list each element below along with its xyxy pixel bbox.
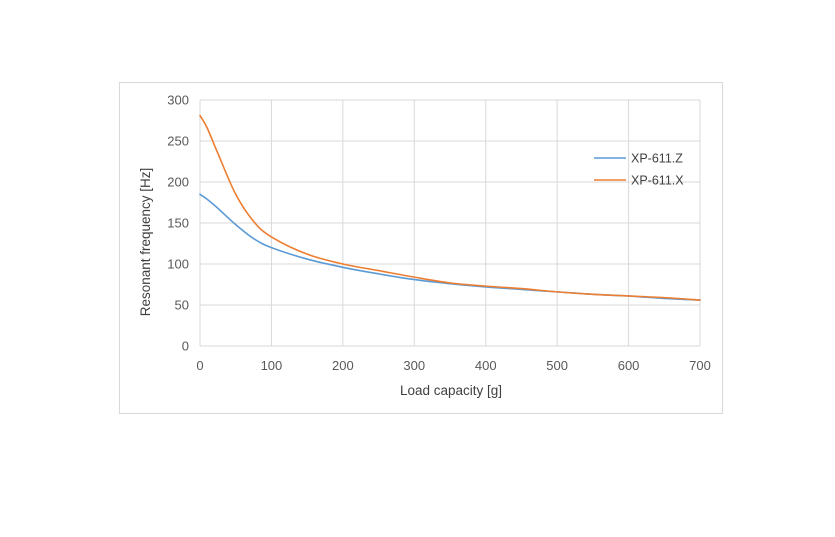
x-axis-title: Load capacity [g] [400,383,502,398]
y-tick-label: 200 [167,175,189,190]
y-tick-label: 300 [167,93,189,108]
y-axis-ticks: 0 50 100 150 200 250 300 [167,93,189,354]
x-tick-label: 500 [546,358,568,373]
x-tick-label: 300 [403,358,425,373]
x-tick-label: 400 [475,358,497,373]
series-lines [199,114,701,301]
x-tick-label: 0 [196,358,203,373]
y-tick-label: 250 [167,134,189,149]
y-tick-label: 0 [182,339,189,354]
series-line-1 [199,114,701,301]
y-axis-title: Resonant frequency [Hz] [138,168,153,317]
x-tick-label: 100 [261,358,283,373]
grid [199,99,701,347]
y-tick-label: 50 [175,298,189,313]
y-tick-label: 100 [167,257,189,272]
legend: XP-611.Z XP-611.X [594,152,684,188]
x-tick-label: 700 [689,358,711,373]
line-chart: 0 50 100 150 200 250 300 0 100 200 300 400 500 600 70… [138,93,711,399]
chart-frame: 0 50 100 150 200 250 300 0 100 200 300 400 500 600 70… [119,82,723,414]
x-tick-label: 200 [332,358,354,373]
legend-label: XP-611.Z [631,152,683,166]
legend-label: XP-611.X [631,174,684,188]
x-tick-label: 600 [618,358,640,373]
x-axis-ticks: 0 100 200 300 400 500 600 700 [196,358,710,373]
y-tick-label: 150 [167,216,189,231]
series-line-0 [199,193,701,301]
